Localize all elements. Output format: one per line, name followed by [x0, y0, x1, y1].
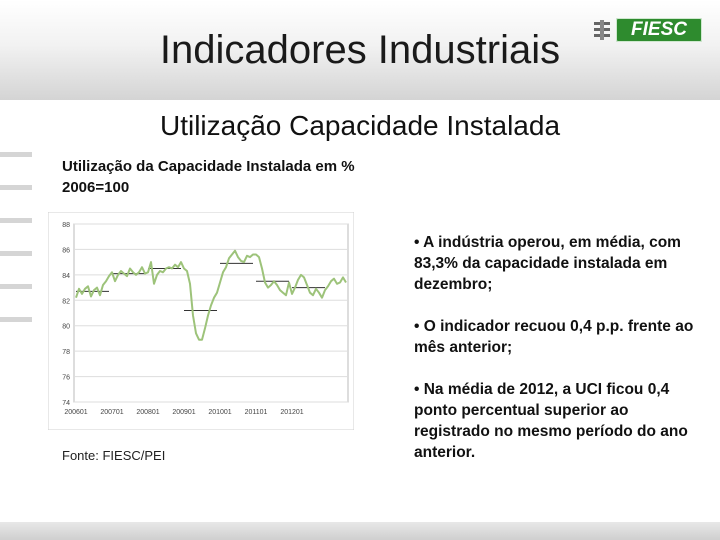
page-title: Indicadores Industriais	[159, 28, 561, 72]
logo-mark-icon	[594, 20, 610, 40]
x-tick-label: 200801	[136, 409, 159, 416]
chart-caption: Utilização da Capacidade Instalada em % …	[62, 156, 355, 198]
chart-caption-line1: Utilização da Capacidade Instalada em %	[62, 158, 355, 175]
side-bar	[0, 185, 32, 190]
header-band: Indicadores Industriais FIESC	[0, 0, 720, 100]
fiesc-logo: FIESC	[592, 18, 704, 44]
x-tick-label: 201001	[208, 409, 231, 416]
side-bar	[0, 251, 32, 256]
slide-subtitle: Utilização Capacidade Instalada	[159, 110, 561, 141]
x-tick-label: 201201	[280, 409, 303, 416]
uci-chart: 74 76 78 80 82 84 86 88 200601 200701 200801 200901…	[47, 211, 355, 431]
bullet-item: • A indústria operou, em média, com 83,3…	[414, 234, 681, 293]
logo-text: FIESC	[616, 18, 702, 42]
decorative-side-bars	[0, 152, 32, 350]
y-tick-label: 82	[62, 298, 70, 305]
x-tick-label: 200901	[172, 409, 195, 416]
footer-band	[0, 522, 720, 540]
bullet-list: • A indústria operou, em média, com 83,3…	[414, 232, 704, 484]
bullet-item: • Na média de 2012, a UCI ficou 0,4 pont…	[414, 381, 688, 461]
y-tick-label: 80	[62, 324, 70, 331]
y-tick-label: 76	[62, 375, 70, 382]
x-tick-label: 200601	[64, 409, 87, 416]
bullet-item: • O indicador recuou 0,4 p.p. frente ao …	[414, 318, 694, 356]
y-tick-label: 86	[62, 247, 70, 254]
y-tick-label: 74	[62, 400, 70, 407]
y-tick-label: 84	[62, 273, 70, 280]
y-tick-label: 78	[62, 349, 70, 356]
side-bar	[0, 284, 32, 289]
side-bar	[0, 152, 32, 157]
x-tick-label: 201101	[245, 409, 268, 416]
chart-svg: 74 76 78 80 82 84 86 88 200601 200701 200801 200901…	[47, 211, 355, 431]
chart-caption-line2: 2006=100	[62, 179, 130, 196]
x-tick-label: 200701	[100, 409, 123, 416]
uci-series-line	[75, 249, 347, 341]
side-bar	[0, 317, 32, 322]
y-tick-label: 88	[62, 222, 70, 229]
side-bar	[0, 218, 32, 223]
chart-frame	[47, 211, 355, 431]
source-note: Fonte: FIESC/PEI	[62, 448, 166, 463]
